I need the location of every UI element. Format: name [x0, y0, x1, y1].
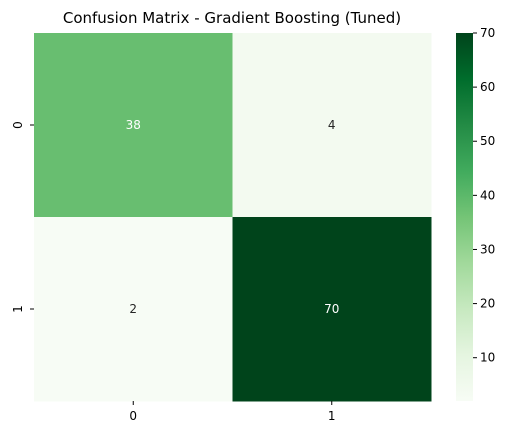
x-tick-label: 1: [328, 409, 336, 423]
colorbar-tick-label: 20: [480, 297, 495, 311]
colorbar-tick-label: 10: [480, 351, 495, 365]
colorbar-gradient: [456, 33, 473, 401]
colorbar-tick-label: 30: [480, 242, 495, 256]
y-axis: 01: [11, 121, 34, 313]
heatmap-cell: [232, 217, 432, 402]
cell-value-label: 38: [126, 118, 141, 132]
chart-title: Confusion Matrix - Gradient Boosting (Tu…: [63, 9, 401, 27]
heatmap-cell-labels: 38 4 2 70: [126, 118, 340, 316]
cell-value-label: 2: [129, 302, 137, 316]
colorbar-tick-label: 60: [480, 80, 495, 94]
x-tick-label: 0: [129, 409, 137, 423]
colorbar-tick-label: 70: [480, 26, 495, 40]
cell-value-label: 70: [324, 302, 339, 316]
heatmap-cell: [232, 33, 432, 218]
cell-value-label: 4: [328, 118, 336, 132]
colorbar-tick-label: 40: [480, 188, 495, 202]
colorbar: 10 20 30 40 50 60 70: [456, 26, 495, 401]
heatmap-cells: [34, 33, 432, 402]
colorbar-tick-label: 50: [480, 134, 495, 148]
y-tick-label: 0: [11, 121, 25, 129]
heatmap-cell: [34, 217, 233, 402]
heatmap-cell: [34, 33, 233, 218]
y-tick-label: 1: [11, 305, 25, 313]
